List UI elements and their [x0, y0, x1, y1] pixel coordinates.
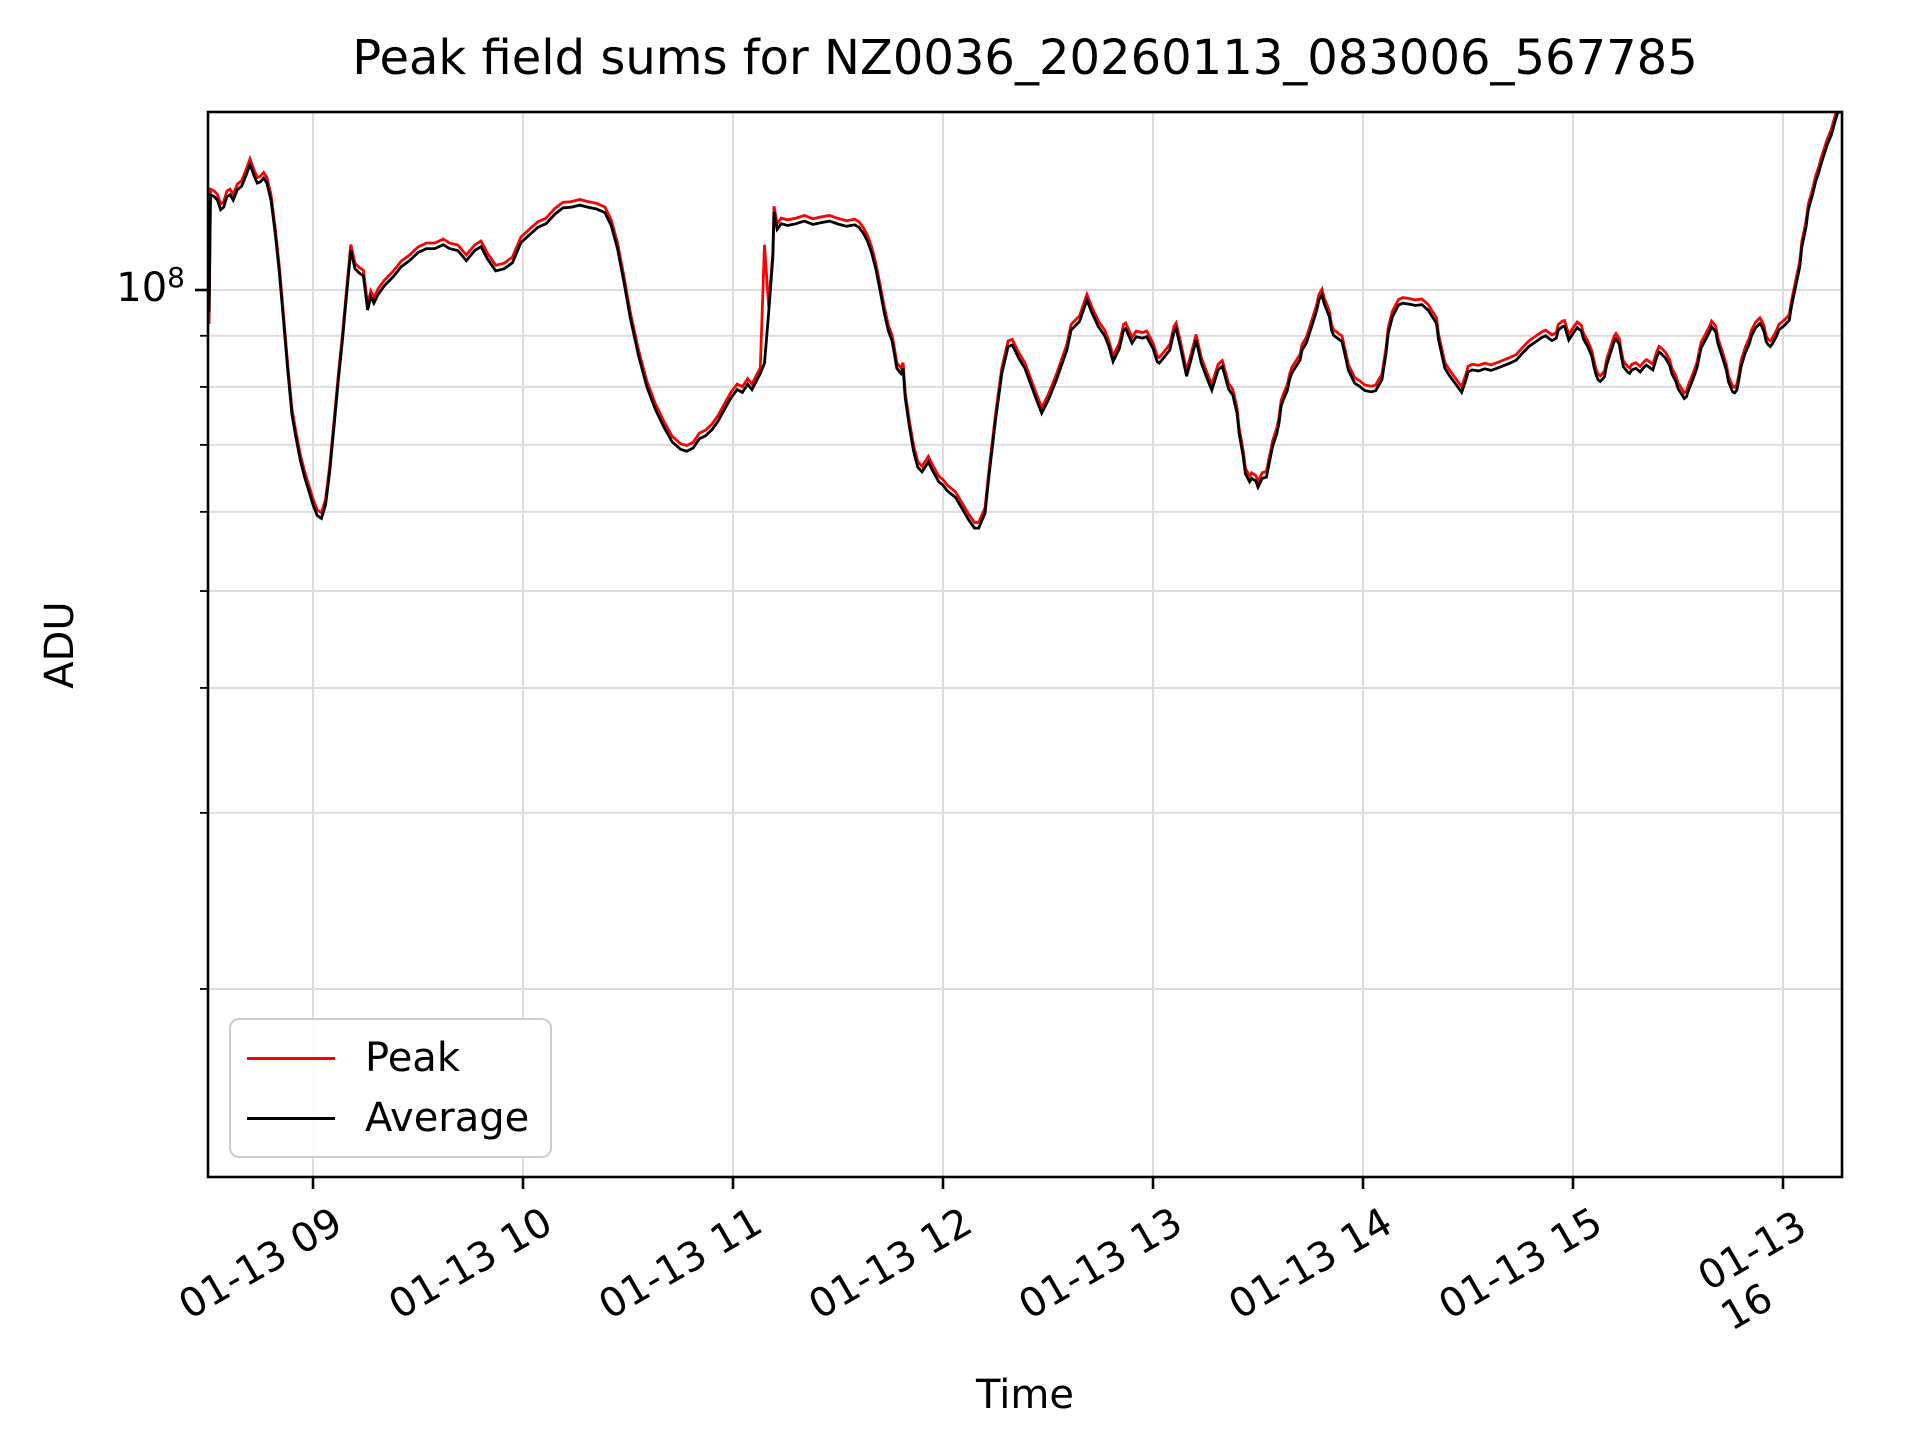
legend-label: Average	[365, 1095, 530, 1141]
legend: Peak Average	[229, 1018, 552, 1158]
series-peak-line	[208, 112, 1838, 524]
chart-title: Peak field sums for NZ0036_20260113_0830…	[352, 30, 1698, 86]
series-average-line	[208, 112, 1841, 530]
legend-line-swatch	[247, 1116, 335, 1120]
y-axis-label: ADU	[37, 600, 83, 689]
legend-label: Peak	[365, 1035, 460, 1081]
y-tick-label: 108	[116, 260, 185, 312]
axes-frame	[206, 110, 1844, 1179]
legend-entry-peak: Peak	[247, 1038, 550, 1078]
legend-line-swatch	[247, 1056, 335, 1060]
legend-entry-average: Average	[247, 1098, 550, 1138]
x-axis-label: Time	[976, 1372, 1074, 1418]
